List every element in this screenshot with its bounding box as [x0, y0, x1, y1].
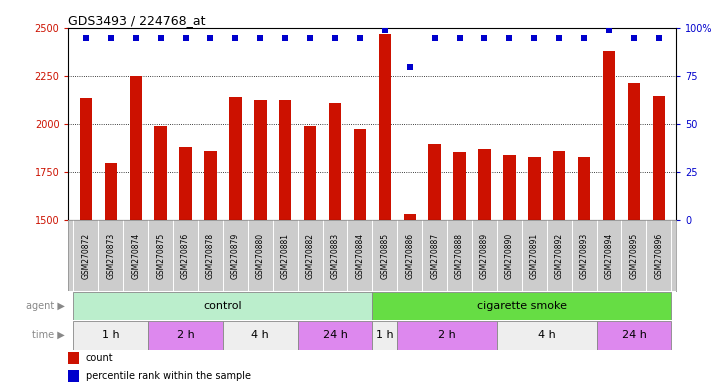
Bar — [130, 76, 142, 220]
Bar — [229, 96, 242, 220]
Bar — [373, 321, 397, 349]
Point — [554, 35, 565, 41]
Bar — [653, 96, 665, 220]
Text: percentile rank within the sample: percentile rank within the sample — [86, 371, 250, 381]
Point — [80, 35, 92, 41]
Bar — [454, 152, 466, 220]
Point — [229, 35, 241, 41]
Text: GSM270886: GSM270886 — [405, 233, 415, 279]
Bar — [223, 321, 298, 349]
Bar — [204, 151, 217, 220]
Bar — [68, 371, 79, 382]
Bar — [298, 321, 373, 349]
Bar — [105, 163, 117, 220]
Text: 1 h: 1 h — [102, 330, 120, 340]
Text: GSM270880: GSM270880 — [256, 233, 265, 279]
Text: GSM270883: GSM270883 — [330, 233, 340, 279]
Text: GSM270888: GSM270888 — [455, 233, 464, 279]
Text: GSM270896: GSM270896 — [655, 233, 663, 279]
Text: 1 h: 1 h — [376, 330, 394, 340]
Bar — [254, 100, 267, 220]
Bar — [528, 157, 541, 220]
Point — [354, 35, 366, 41]
Bar — [149, 321, 223, 349]
Point — [130, 35, 141, 41]
Bar — [578, 157, 590, 220]
Text: GSM270885: GSM270885 — [381, 233, 389, 279]
Point — [603, 27, 615, 33]
Bar — [180, 147, 192, 220]
Text: 24 h: 24 h — [322, 330, 348, 340]
Bar — [304, 126, 317, 220]
Bar — [503, 155, 516, 220]
Bar — [478, 149, 491, 220]
Point — [429, 35, 441, 41]
Text: GSM270891: GSM270891 — [530, 233, 539, 279]
Bar — [373, 292, 671, 319]
Text: GSM270887: GSM270887 — [430, 233, 439, 279]
Point — [653, 35, 665, 41]
Bar — [553, 151, 565, 220]
Text: 24 h: 24 h — [622, 330, 647, 340]
Point — [404, 64, 415, 70]
Bar — [80, 98, 92, 220]
Bar — [603, 51, 615, 220]
Text: agent ▶: agent ▶ — [26, 301, 65, 311]
Bar — [628, 83, 640, 220]
Text: control: control — [203, 301, 242, 311]
Text: GSM270875: GSM270875 — [156, 233, 165, 279]
Point — [479, 35, 490, 41]
Text: GSM270882: GSM270882 — [306, 233, 314, 279]
Point — [454, 35, 465, 41]
Point — [329, 35, 341, 41]
Text: count: count — [86, 353, 113, 363]
Point — [528, 35, 540, 41]
Text: GSM270873: GSM270873 — [106, 233, 115, 279]
Point — [578, 35, 590, 41]
Text: GSM270894: GSM270894 — [604, 233, 614, 279]
Bar — [68, 352, 79, 364]
Text: GSM270892: GSM270892 — [554, 233, 564, 279]
Point — [628, 35, 640, 41]
Bar — [354, 129, 366, 220]
Point — [280, 35, 291, 41]
Bar — [329, 103, 341, 220]
Bar — [379, 34, 391, 220]
Point — [379, 27, 391, 33]
Text: 2 h: 2 h — [177, 330, 195, 340]
Text: GSM270872: GSM270872 — [81, 233, 90, 279]
Point — [105, 35, 117, 41]
Text: GSM270895: GSM270895 — [629, 233, 639, 279]
Bar — [74, 292, 373, 319]
Text: 4 h: 4 h — [252, 330, 269, 340]
Text: GSM270881: GSM270881 — [280, 233, 290, 279]
Text: GSM270884: GSM270884 — [355, 233, 364, 279]
Text: GSM270890: GSM270890 — [505, 233, 514, 279]
Bar — [397, 321, 497, 349]
Text: GSM270878: GSM270878 — [206, 233, 215, 279]
Text: 2 h: 2 h — [438, 330, 456, 340]
Text: GDS3493 / 224768_at: GDS3493 / 224768_at — [68, 14, 206, 27]
Text: 4 h: 4 h — [538, 330, 556, 340]
Point — [205, 35, 216, 41]
Text: GSM270889: GSM270889 — [480, 233, 489, 279]
Bar — [428, 144, 441, 220]
Bar — [279, 100, 291, 220]
Bar — [74, 321, 149, 349]
Text: time ▶: time ▶ — [32, 330, 65, 340]
Bar — [154, 126, 167, 220]
Point — [504, 35, 516, 41]
Point — [155, 35, 167, 41]
Point — [255, 35, 266, 41]
Text: GSM270893: GSM270893 — [580, 233, 588, 279]
Text: cigarette smoke: cigarette smoke — [477, 301, 567, 311]
Bar — [404, 214, 416, 220]
Text: GSM270874: GSM270874 — [131, 233, 141, 279]
Bar — [596, 321, 671, 349]
Bar — [497, 321, 596, 349]
Text: GSM270876: GSM270876 — [181, 233, 190, 279]
Point — [304, 35, 316, 41]
Point — [180, 35, 191, 41]
Text: GSM270879: GSM270879 — [231, 233, 240, 279]
